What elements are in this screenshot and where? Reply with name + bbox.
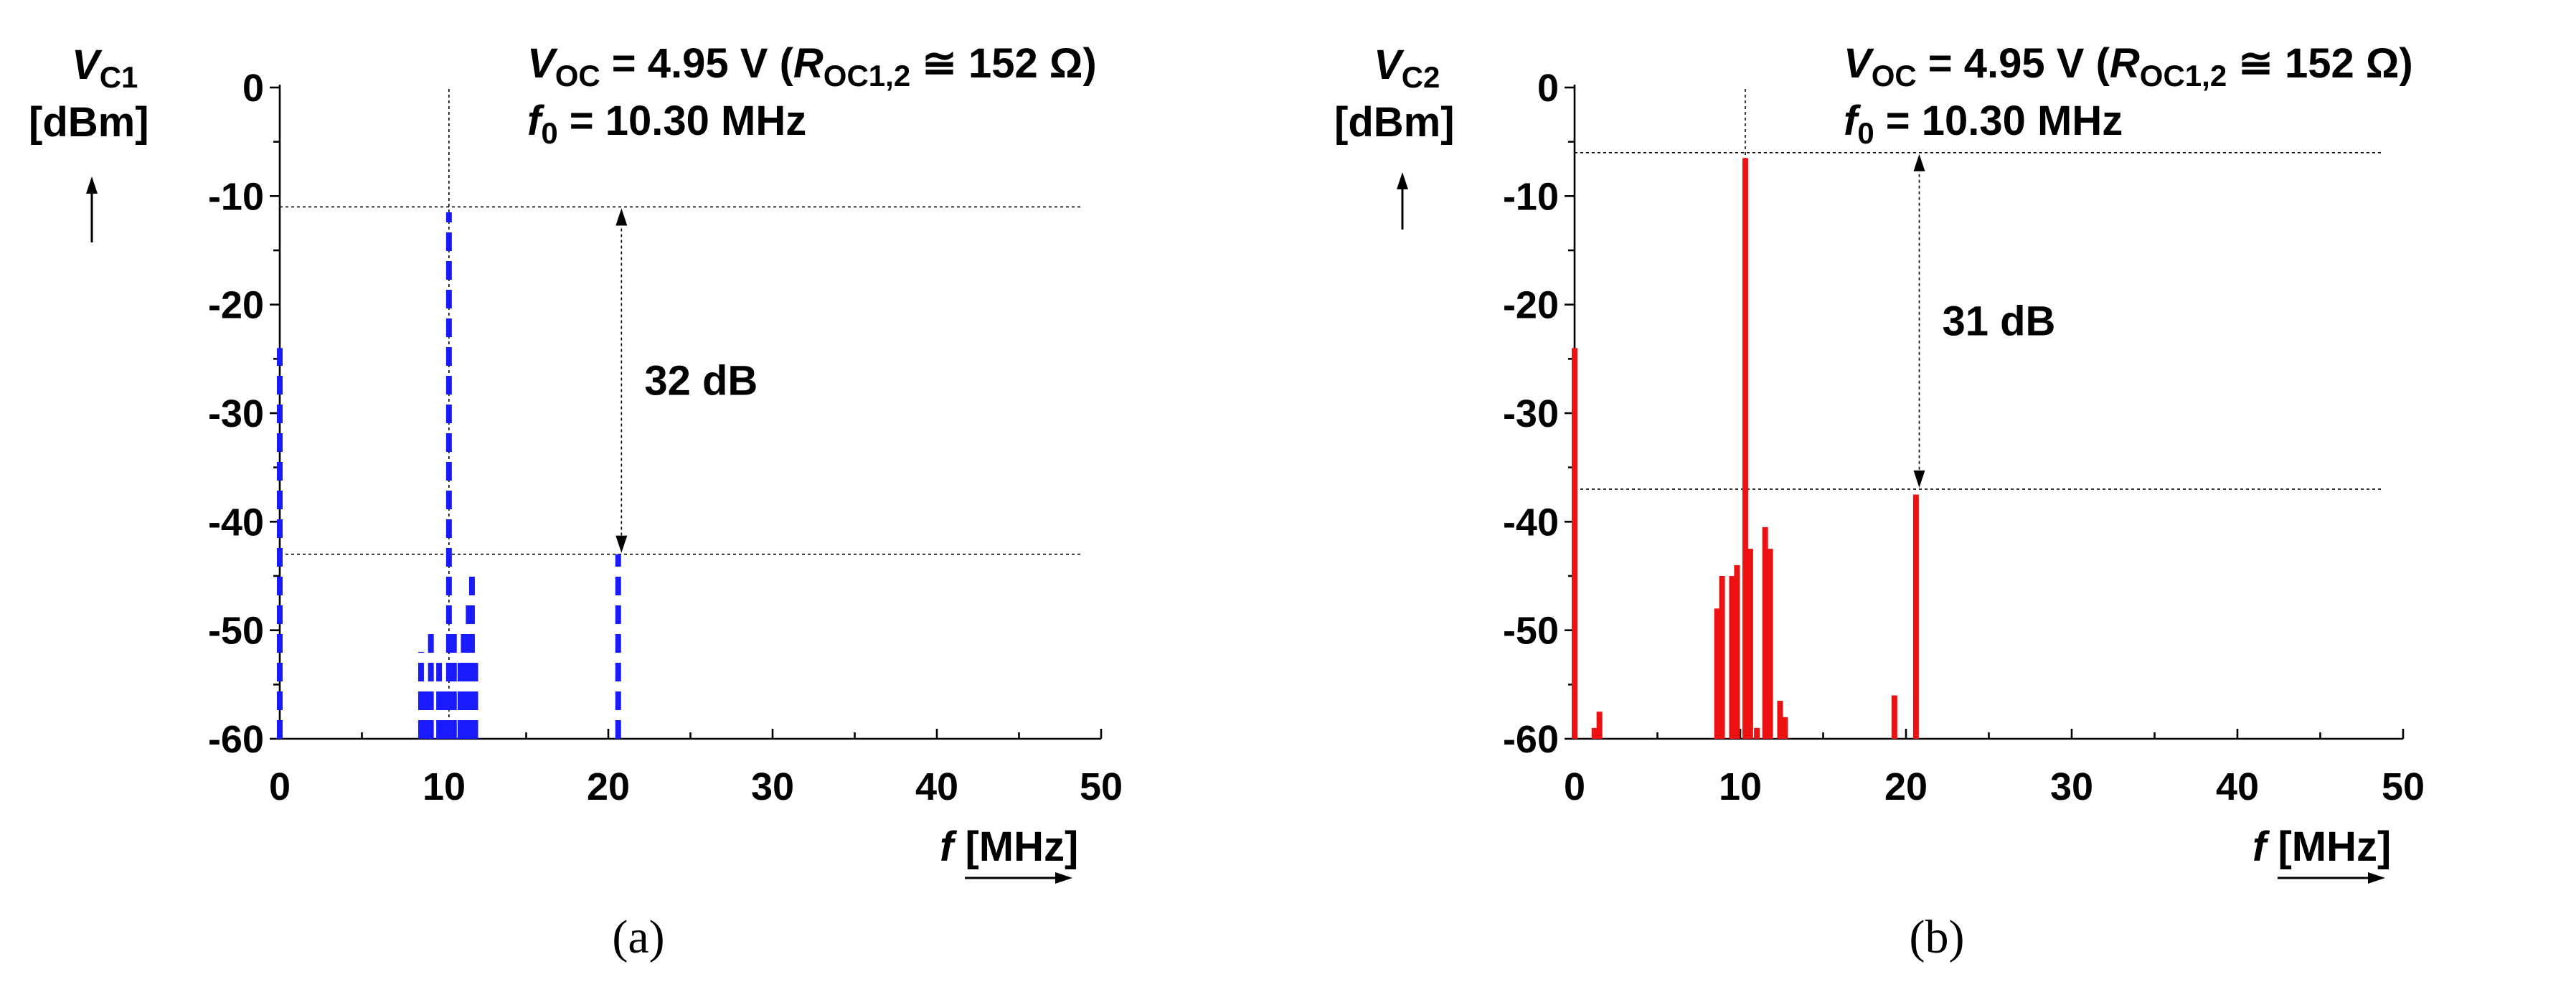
x-tick-label: 40 — [915, 765, 958, 808]
panel-b: VC2 [dBm] VOC = 4.95 V (ROC1,2 ≅ 152 Ω) … — [1334, 40, 2425, 963]
y-tick-label: -60 — [1503, 718, 1559, 761]
y-tick-label: -10 — [1503, 175, 1559, 218]
y-axis-label-variable: VC2 — [1374, 42, 1440, 94]
y-tick-label: -20 — [1503, 284, 1559, 327]
y-tick-label: -40 — [208, 501, 264, 544]
y-axis-label-arrow — [86, 176, 98, 242]
y-tick-label: -20 — [208, 284, 264, 327]
y-tick-label: 0 — [242, 67, 264, 110]
x-axis-label-arrow — [2278, 872, 2385, 884]
difference-label: 31 dB — [1942, 298, 2055, 344]
difference-arrowhead-bottom — [1913, 470, 1925, 488]
y-tick-label: -60 — [208, 718, 264, 761]
difference-arrowhead-top — [1913, 153, 1925, 171]
y-axis-label-unit: [dBm] — [29, 99, 149, 146]
x-tick-label: 20 — [1884, 765, 1928, 808]
y-tick-label: -50 — [1503, 610, 1559, 653]
panel-label: (b) — [1910, 911, 1965, 963]
panel-a: VC1 [dBm] VOC = 4.95 V (ROC1,2 ≅ 152 Ω) … — [29, 40, 1123, 963]
chart-annotation-frequency: f0 = 10.30 MHz — [527, 98, 806, 150]
x-tick-label: 10 — [423, 765, 466, 808]
y-axis-label-arrow — [1397, 172, 1408, 230]
y-tick-label: 0 — [1537, 67, 1559, 110]
y-tick-label: -30 — [208, 392, 264, 435]
difference-arrowhead-top — [615, 208, 628, 226]
difference-arrowhead-bottom — [615, 535, 628, 553]
x-tick-label: 40 — [2216, 765, 2259, 808]
chart-annotation-frequency: f0 = 10.30 MHz — [1844, 98, 2123, 150]
difference-label: 32 dB — [644, 358, 758, 405]
x-tick-label: 50 — [2382, 765, 2425, 808]
x-axis-label: f [MHz] — [2252, 823, 2391, 870]
x-tick-label: 30 — [751, 765, 794, 808]
x-tick-label: 30 — [2050, 765, 2093, 808]
chart-annotation-voltage: VOC = 4.95 V (ROC1,2 ≅ 152 Ω) — [1844, 40, 2413, 93]
y-tick-label: -30 — [1503, 392, 1559, 435]
y-tick-label: -50 — [208, 610, 264, 653]
y-tick-label: -40 — [1503, 501, 1559, 544]
panel-label: (a) — [612, 911, 664, 963]
x-tick-label: 0 — [1564, 765, 1585, 808]
y-axis-label-unit: [dBm] — [1334, 99, 1455, 146]
x-tick-label: 20 — [587, 765, 630, 808]
x-tick-label: 50 — [1080, 765, 1123, 808]
x-tick-label: 0 — [269, 765, 291, 808]
y-axis-label-variable: VC1 — [72, 42, 138, 94]
chart-annotation-voltage: VOC = 4.95 V (ROC1,2 ≅ 152 Ω) — [527, 40, 1097, 93]
x-axis-label: f [MHz] — [940, 823, 1078, 870]
y-tick-label: -10 — [208, 175, 264, 218]
x-tick-label: 10 — [1719, 765, 1762, 808]
x-axis-label-arrow — [965, 872, 1072, 884]
